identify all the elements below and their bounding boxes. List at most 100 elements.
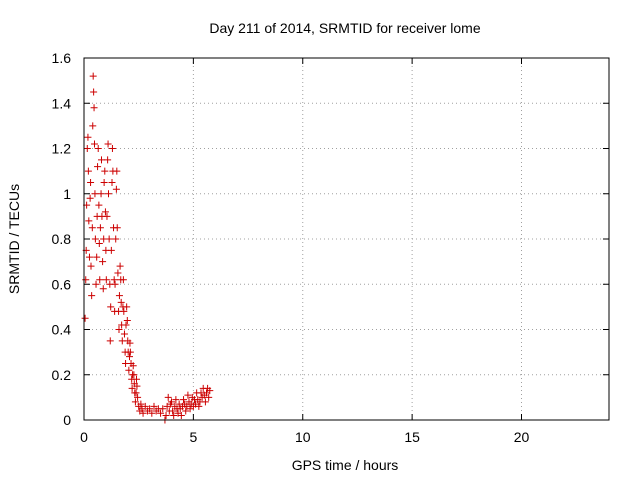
x-tick-labels: 0 5 10 15 20: [80, 429, 529, 445]
data-point: [141, 402, 149, 410]
data-point: [168, 398, 175, 406]
data-point: [162, 411, 170, 419]
x-tick-label: 20: [514, 429, 530, 445]
data-point: [106, 337, 114, 345]
x-tick-label: 0: [80, 429, 88, 445]
data-point: [92, 280, 100, 288]
data-point: [108, 178, 116, 186]
data-point: [91, 140, 98, 148]
data-point: [180, 396, 188, 404]
data-point: [91, 190, 99, 198]
data-point: [129, 362, 137, 370]
data-point: [205, 393, 213, 401]
y-tick-label: 0.8: [52, 231, 72, 247]
data-point: [170, 411, 178, 419]
y-tick-label: 0.4: [52, 322, 72, 338]
data-point: [94, 145, 102, 152]
data-point: [84, 133, 92, 141]
data-point: [201, 398, 209, 406]
data-point: [90, 104, 98, 112]
data-point: [85, 253, 93, 261]
data-point: [110, 276, 118, 284]
data-point: [96, 224, 104, 232]
data-point: [98, 156, 105, 164]
y-tick-label: 0.2: [52, 367, 72, 383]
data-point: [111, 280, 119, 288]
data-point: [87, 262, 95, 270]
data-point: [184, 391, 192, 399]
y-tick-label: 1: [63, 186, 71, 202]
data-point: [101, 208, 109, 216]
data-point: [83, 145, 91, 152]
data-point: [126, 353, 133, 361]
data-point: [100, 178, 108, 186]
data-point: [137, 400, 145, 408]
data-point: [85, 217, 93, 225]
x-tick-label: 10: [295, 429, 311, 445]
data-point: [125, 366, 133, 374]
data-point: [113, 224, 121, 232]
data-point: [130, 371, 138, 379]
data-point: [104, 156, 112, 164]
plot-frame: [83, 57, 610, 421]
data-point: [113, 167, 121, 175]
x-axis-label: GPS time / hours: [292, 457, 399, 473]
data-point: [169, 407, 177, 415]
y-tick-label: 0.6: [52, 276, 72, 292]
y-tick-label: 1.4: [52, 95, 72, 111]
data-point: [131, 398, 139, 406]
data-point: [128, 384, 136, 392]
data-point: [126, 339, 134, 347]
data-point: [93, 253, 101, 261]
data-point: [82, 276, 90, 284]
data-point: [115, 326, 123, 333]
data-point: [81, 314, 89, 322]
x-tick-label: 15: [404, 429, 420, 445]
data-point: [146, 405, 154, 413]
data-point: [95, 240, 103, 248]
data-point: [133, 382, 141, 390]
data-point: [97, 190, 105, 198]
data-point: [116, 262, 124, 270]
data-point: [157, 409, 165, 417]
data-point: [164, 393, 172, 401]
data-point: [108, 145, 116, 152]
data-point: [120, 330, 128, 338]
data-point: [107, 303, 115, 311]
data-point: [133, 375, 140, 383]
data-point: [177, 411, 185, 419]
data-point: [150, 402, 158, 410]
data-point: [95, 201, 103, 209]
data-point: [134, 393, 142, 401]
data-point: [90, 88, 98, 96]
data-point: [84, 167, 92, 175]
axis-ticks: [83, 57, 609, 421]
data-point: [89, 122, 97, 130]
data-point: [99, 285, 107, 293]
data-point: [126, 348, 134, 356]
data-point: [102, 276, 110, 284]
chart-title: Day 211 of 2014, SRMTID for receiver lom…: [209, 20, 481, 36]
data-point: [112, 235, 120, 243]
grid-lines: [84, 58, 609, 420]
data-point: [101, 167, 109, 175]
data-point: [123, 316, 131, 324]
data-point: [86, 194, 94, 202]
data-point: [105, 235, 113, 243]
data-point: [139, 409, 147, 417]
data-point: [114, 269, 122, 277]
data-point: [107, 246, 115, 254]
data-point: [115, 292, 123, 300]
y-tick-labels: 0 0.2 0.4 0.6 0.8 1 1.2 1.4 1.6: [52, 50, 72, 428]
y-axis-label: SRMTID / TECUs: [6, 184, 22, 294]
y-tick-label: 0: [63, 412, 71, 428]
data-point: [123, 303, 131, 311]
data-point: [206, 387, 214, 395]
data-point: [94, 163, 102, 171]
data-point: [87, 178, 95, 186]
data-point: [89, 72, 97, 80]
x-tick-label: 5: [189, 429, 197, 445]
data-point: [88, 292, 96, 300]
